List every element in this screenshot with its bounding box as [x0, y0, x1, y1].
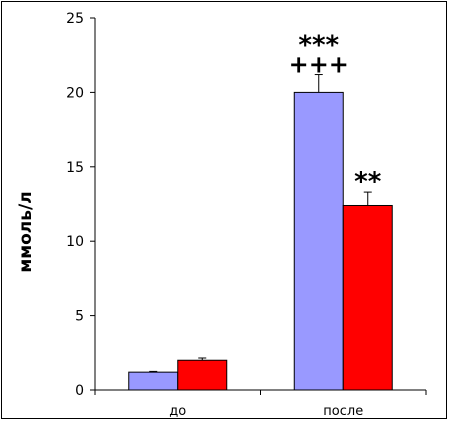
y-tick-label: 0: [75, 383, 84, 399]
significance-marker: +++: [289, 51, 349, 79]
y-tick-label: 15: [66, 160, 84, 176]
bar: [293, 91, 344, 391]
y-tick-label: 10: [66, 234, 84, 250]
y-tick-label: 25: [66, 11, 84, 27]
bar: [128, 371, 179, 391]
bars: [128, 74, 393, 391]
bar: [342, 204, 393, 391]
x-category-label: после: [323, 404, 363, 419]
labels: 0 5 10 15 20 25 до после ***+++ **: [66, 11, 382, 419]
y-axis-label: ммоль/л: [16, 191, 36, 272]
significance-marker: ***: [298, 31, 339, 61]
bar: [177, 359, 228, 391]
y-tick-label: 5: [75, 309, 84, 325]
y-tick-label: 20: [66, 85, 84, 101]
x-category-label: до: [169, 404, 186, 419]
significance-marker: **: [354, 167, 382, 197]
